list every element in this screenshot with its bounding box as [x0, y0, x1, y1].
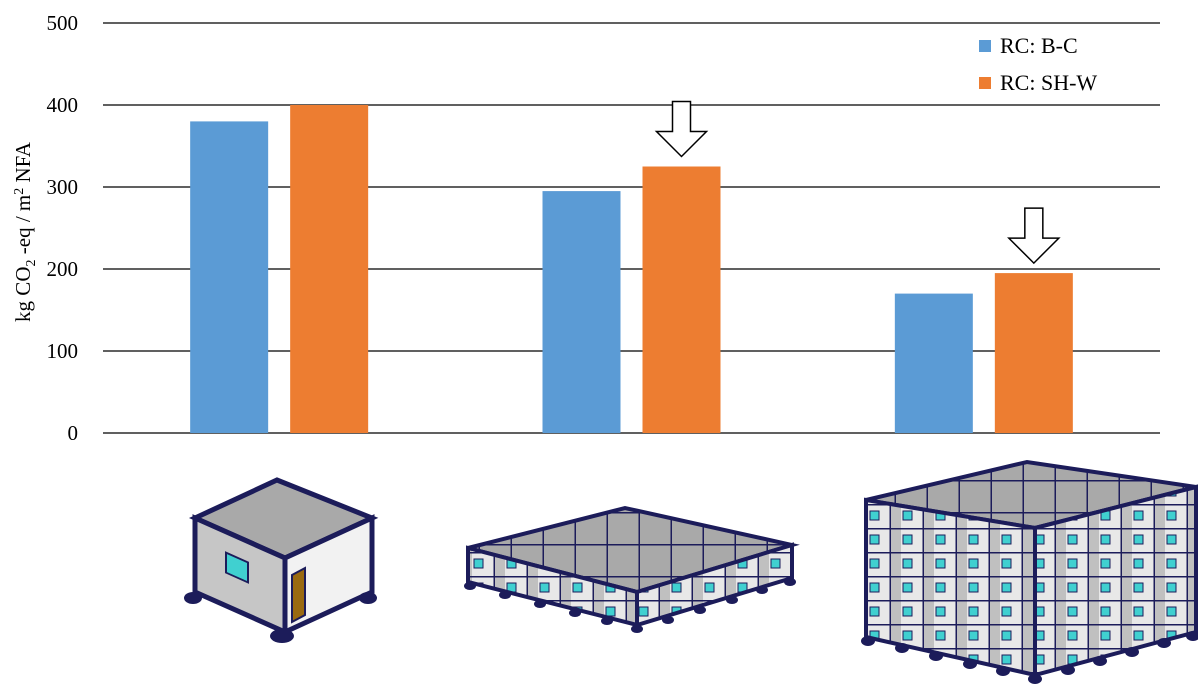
annotation-arrows — [654, 100, 1061, 265]
y-axis-title-prefix: kg CO — [11, 267, 35, 322]
bar-series-2-category-2 — [642, 166, 721, 433]
y-tick-label-300: 300 — [47, 175, 79, 199]
y-tick-label-500: 500 — [47, 11, 79, 35]
legend: RC: B-C RC: SH-W — [979, 33, 1097, 95]
y-axis-title: kg CO2 -eq / m2 NFA — [11, 141, 39, 322]
bar-series-1-category-1 — [190, 121, 269, 434]
single-storey-grid-illustration — [464, 505, 800, 633]
multi-storey-block-illustration — [861, 459, 1198, 684]
y-tick-label-200: 200 — [47, 257, 79, 281]
gridlines — [103, 22, 1160, 434]
legend-label-series-1: RC: B-C — [1000, 33, 1078, 58]
legend-swatch-series-1 — [979, 40, 991, 52]
y-axis-title-sup: 2 — [12, 188, 27, 195]
y-axis-ticks: 0 100 200 300 400 500 — [47, 11, 79, 445]
y-axis-title-middle: -eq / m — [11, 195, 35, 260]
y-tick-label-0: 0 — [68, 421, 79, 445]
single-module-building-illustration — [184, 477, 379, 643]
bar-series-2-category-1 — [290, 105, 369, 433]
y-axis-title-suffix: NFA — [11, 141, 35, 188]
y-tick-label-400: 400 — [47, 93, 79, 117]
legend-swatch-series-2 — [979, 77, 991, 89]
bar-series-2-category-3 — [994, 273, 1073, 433]
bar-series-1-category-2 — [542, 191, 621, 433]
legend-label-series-2: RC: SH-W — [1000, 70, 1097, 95]
y-axis-title-sub: 2 — [24, 260, 39, 267]
down-arrow-annotation-2 — [1007, 207, 1061, 265]
down-arrow-annotation-1 — [654, 100, 709, 158]
bars — [190, 105, 1073, 434]
y-tick-label-100: 100 — [47, 339, 79, 363]
bar-series-1-category-3 — [894, 293, 973, 433]
